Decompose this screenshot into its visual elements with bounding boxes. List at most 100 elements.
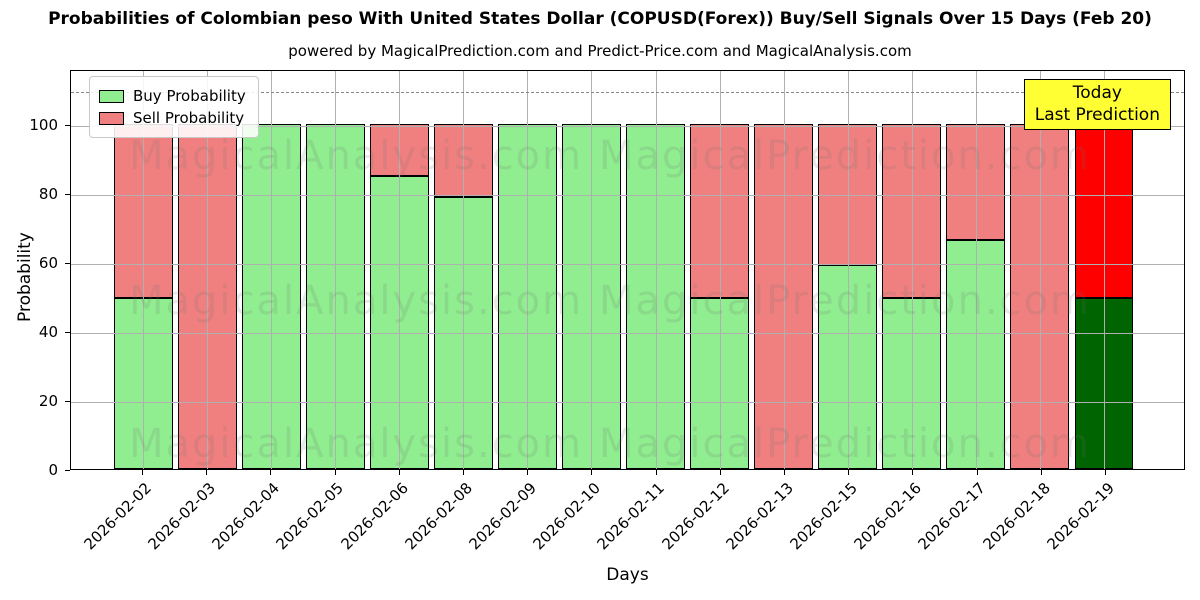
x-tick-slot: 2026-02-02 [80, 470, 174, 570]
bar-segment-sell [369, 124, 429, 176]
bar-segment-buy [946, 240, 1006, 469]
x-tick-mark [334, 470, 336, 475]
stacked-bar [113, 124, 173, 469]
stacked-bar [818, 124, 878, 469]
bar-segment-sell [433, 124, 493, 198]
buy-color-swatch [99, 89, 124, 103]
y-tick-mark [65, 125, 70, 127]
legend-label: Sell Probability [133, 109, 245, 127]
x-tick-slot: 2026-02-08 [401, 470, 495, 570]
x-tick-mark [848, 470, 850, 475]
stacked-bar [562, 124, 621, 469]
bar-2026-02-10 [559, 71, 623, 469]
y-gridline [71, 333, 1184, 335]
dashed-threshold-line [71, 91, 1184, 93]
bar-segment-sell [754, 124, 814, 469]
sell-color-swatch [99, 111, 124, 125]
y-gridline [71, 126, 1184, 128]
x-tick-slot: 2026-02-03 [145, 470, 238, 570]
stacked-bar [882, 124, 942, 469]
x-tick-slot: 2026-02-12 [658, 470, 752, 570]
plot-area: MagicalAnalysis.com MagicalPrediction.co… [70, 70, 1185, 470]
today-box-line1: Today [1072, 83, 1122, 103]
today-box-line2: Last Prediction [1034, 105, 1160, 126]
y-tick-label: 20 [38, 392, 58, 411]
bar-2026-02-13 [752, 71, 816, 469]
chart-title: Probabilities of Colombian peso With Uni… [48, 9, 1152, 29]
bar-2026-02-16 [880, 71, 944, 469]
x-tick-mark [783, 470, 785, 475]
y-tick-mark [65, 332, 70, 334]
bar-segment-sell [946, 124, 1006, 241]
x-tick-slot: 2026-02-09 [466, 470, 559, 570]
bar-2026-02-19 [1072, 71, 1136, 469]
stacked-bar [946, 124, 1006, 469]
x-tick-mark [1040, 470, 1042, 475]
y-tick-mark [65, 194, 70, 196]
stacked-bar [754, 124, 814, 469]
stacked-bar [241, 124, 301, 469]
stacked-bar [626, 124, 685, 469]
bar-segment-sell [177, 124, 237, 469]
x-tick-slot: 2026-02-04 [209, 470, 302, 570]
x-tick-slot: 2026-02-11 [594, 470, 688, 570]
x-tick-slot: 2026-02-06 [337, 470, 431, 570]
x-tick-slot: 2026-02-18 [979, 470, 1073, 570]
bar-2026-02-06 [367, 71, 431, 469]
stacked-bar [177, 124, 237, 469]
y-tick-mark [65, 470, 70, 471]
x-tick-mark [463, 470, 465, 475]
legend-item-buy: Buy Probability [99, 87, 246, 105]
bar-segment-buy [882, 298, 942, 469]
x-tick-mark [1104, 470, 1106, 475]
stacked-bar [1010, 124, 1070, 469]
bar-2026-02-12 [688, 71, 752, 469]
bar-segment-buy [369, 175, 429, 469]
bar-segment-buy [497, 124, 557, 469]
bar-segment-sell [1074, 124, 1134, 299]
y-tick-mark [65, 401, 70, 403]
y-gridline [71, 264, 1184, 266]
y-tick-label: 60 [38, 254, 58, 273]
bar-segment-buy [113, 298, 173, 469]
today-last-prediction-box: Today Last Prediction [1023, 79, 1171, 130]
x-tick-slot: 2026-02-05 [273, 470, 367, 570]
stacked-bar [497, 124, 557, 469]
chart-subtitle: powered by MagicalPrediction.com and Pre… [288, 42, 912, 60]
bar-segment-buy [1074, 298, 1134, 469]
legend-box: Buy Probability Sell Probability [89, 76, 259, 138]
y-gridline [71, 402, 1184, 404]
y-tick-label: 80 [38, 185, 58, 204]
bar-2026-02-18 [1008, 71, 1072, 469]
bar-segment-buy [690, 298, 750, 469]
x-tick-slot: 2026-02-15 [787, 470, 880, 570]
legend-label: Buy Probability [133, 87, 246, 105]
y-axis-area: 0 20 40 60 80 100 [0, 70, 70, 479]
bar-segment-buy [241, 124, 301, 469]
x-tick-mark [398, 470, 400, 475]
x-axis-label: Days [606, 565, 649, 585]
x-tick-mark [206, 470, 208, 475]
bar-segment-buy [305, 124, 365, 469]
stacked-bar [690, 124, 750, 469]
bar-segment-sell [882, 124, 942, 299]
stacked-bar [305, 124, 365, 469]
x-tick-mark [591, 470, 593, 475]
bar-2026-02-08 [431, 71, 495, 469]
y-tick-label: 0 [48, 461, 58, 479]
x-tick-mark [976, 470, 978, 475]
x-tick-mark [912, 470, 914, 475]
x-tick-slot: 2026-02-13 [722, 470, 816, 570]
y-tick-label: 40 [38, 323, 58, 342]
bar-2026-02-05 [303, 71, 367, 469]
y-gridline [71, 195, 1184, 197]
stacked-bar [1074, 124, 1134, 469]
x-tick-slot: 2026-02-16 [851, 470, 944, 570]
y-tick-label: 100 [29, 116, 58, 135]
x-tick-mark [655, 470, 657, 475]
legend-item-sell: Sell Probability [99, 109, 246, 127]
x-axis-area: 2026-02-02 2026-02-03 2026-02-04 2026-02-05… [70, 470, 1185, 570]
x-tick-mark [142, 470, 144, 475]
stacked-bar [369, 124, 429, 469]
y-tick-mark [65, 263, 70, 265]
